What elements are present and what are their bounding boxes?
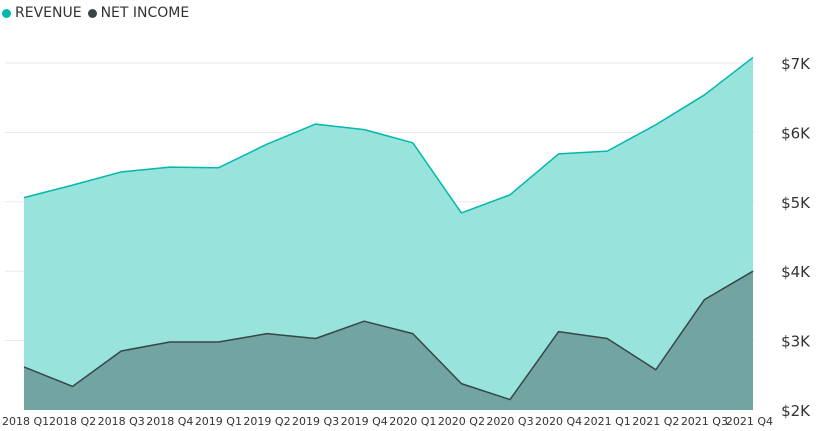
area-revenue[interactable]: [24, 57, 753, 411]
point-revenue-3[interactable]: [167, 164, 173, 170]
chart-legend: REVENUE NET INCOME: [2, 3, 195, 23]
x-tick-label: 2020 Q1: [389, 415, 436, 428]
point-net-income-1[interactable]: [70, 383, 76, 389]
x-tick-label: 2020 Q2: [438, 415, 485, 428]
x-tick-label: 2018 Q3: [98, 415, 145, 428]
x-tick-label: 2019 Q4: [341, 415, 388, 428]
point-revenue-1[interactable]: [70, 182, 76, 188]
point-net-income-10[interactable]: [507, 397, 513, 403]
point-revenue-9[interactable]: [458, 210, 464, 216]
point-revenue-0[interactable]: [21, 195, 27, 201]
point-revenue-10[interactable]: [507, 192, 513, 198]
legend-label-net-income: NET INCOME: [100, 5, 190, 21]
y-tick-label: $7K: [781, 55, 811, 73]
point-revenue-15[interactable]: [750, 54, 756, 60]
y-tick-label: $4K: [781, 263, 811, 281]
legend-item-revenue[interactable]: REVENUE: [2, 5, 82, 21]
point-revenue-13[interactable]: [653, 122, 659, 128]
point-net-income-14[interactable]: [701, 297, 707, 303]
y-tick-label: $3K: [781, 333, 811, 351]
point-net-income-12[interactable]: [604, 336, 610, 342]
point-net-income-8[interactable]: [410, 331, 416, 337]
point-net-income-2[interactable]: [118, 348, 124, 354]
legend-marker-net-income: [87, 8, 97, 18]
point-revenue-12[interactable]: [604, 148, 610, 154]
x-tick-label: 2020 Q4: [535, 415, 582, 428]
point-net-income-5[interactable]: [264, 331, 270, 337]
point-net-income-7[interactable]: [361, 318, 367, 324]
line-revenue[interactable]: [23, 56, 754, 214]
point-revenue-8[interactable]: [410, 140, 416, 146]
y-tick-label: $5K: [781, 194, 811, 212]
point-net-income-15[interactable]: [750, 268, 756, 274]
point-net-income-9[interactable]: [458, 381, 464, 387]
x-tick-label: 2021 Q3: [681, 415, 728, 428]
line-net-income[interactable]: [23, 270, 754, 401]
x-tick-label: 2018 Q4: [146, 415, 193, 428]
x-tick-label: 2019 Q2: [243, 415, 290, 428]
x-tick-label: 2021 Q2: [632, 415, 679, 428]
x-tick-label: 2019 Q1: [195, 415, 242, 428]
area-net-income[interactable]: [24, 271, 753, 410]
x-tick-label: 2020 Q3: [486, 415, 533, 428]
x-tick-label: 2021 Q4: [726, 415, 773, 428]
x-tick-label: 2021 Q1: [584, 415, 631, 428]
y-axis-ticks: $2K $3K $4K $5K $6K $7K: [781, 55, 811, 420]
point-net-income-4[interactable]: [215, 339, 221, 345]
point-net-income-0[interactable]: [21, 364, 27, 370]
point-revenue-2[interactable]: [118, 169, 124, 175]
point-net-income-11[interactable]: [556, 329, 562, 335]
x-axis-ticks: 2018 Q1 2018 Q2 2018 Q3 2018 Q4 2019 Q1 2019 …: [2, 415, 773, 428]
series-areas: [24, 57, 753, 411]
series-lines: [21, 54, 756, 403]
point-net-income-13[interactable]: [653, 367, 659, 373]
point-net-income-6[interactable]: [313, 336, 319, 342]
point-revenue-6[interactable]: [313, 121, 319, 127]
x-tick-label: 2018 Q2: [49, 415, 96, 428]
point-net-income-3[interactable]: [167, 339, 173, 345]
legend-label-revenue: REVENUE: [15, 5, 82, 21]
y-tick-label: $6K: [781, 124, 811, 142]
y-tick-label: $2K: [781, 402, 811, 420]
legend-marker-revenue: [2, 8, 11, 18]
point-revenue-11[interactable]: [556, 151, 562, 157]
x-tick-label: 2019 Q3: [292, 415, 339, 428]
point-revenue-14[interactable]: [701, 92, 707, 98]
point-revenue-5[interactable]: [264, 141, 270, 147]
point-revenue-4[interactable]: [215, 165, 221, 171]
legend-item-net-income[interactable]: NET INCOME: [87, 5, 190, 21]
x-tick-label: 2018 Q1: [2, 415, 49, 428]
point-revenue-7[interactable]: [361, 127, 367, 133]
